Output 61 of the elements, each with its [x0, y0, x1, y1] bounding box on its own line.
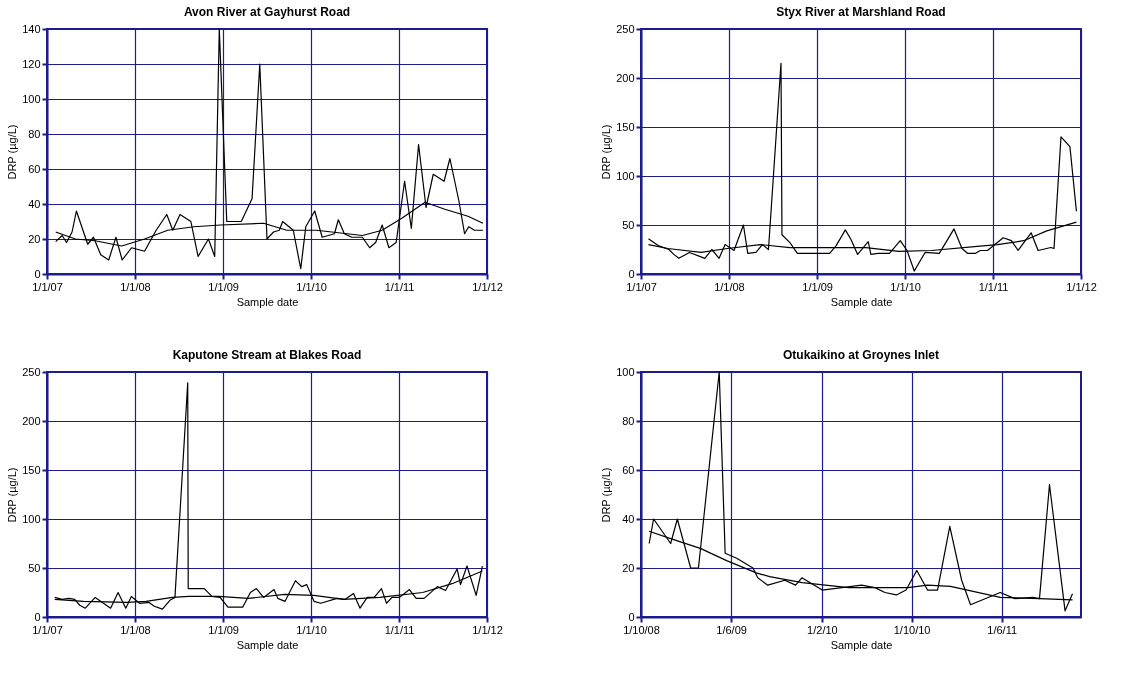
- y-tick-label: 0: [34, 610, 41, 623]
- x-tick-label: 1/1/08: [120, 280, 151, 293]
- x-tick-label: 1/1/11: [978, 280, 1009, 293]
- y-axis-title: DRP (µg/L): [6, 124, 19, 180]
- y-tick-label: 100: [22, 92, 41, 105]
- x-tick-label: 1/1/09: [802, 280, 833, 293]
- y-tick-label: 100: [22, 512, 41, 525]
- x-tick-label: 1/1/07: [32, 280, 63, 293]
- y-axis-title: DRP (µg/L): [6, 467, 19, 523]
- x-tick-label: 1/1/08: [120, 623, 151, 636]
- y-tick-label: 40: [28, 197, 41, 210]
- y-tick-label: 60: [28, 162, 41, 175]
- chart-title: Avon River at Gayhurst Road: [183, 5, 351, 19]
- x-tick-label: 1/1/10: [296, 623, 327, 636]
- x-tick-label: 1/6/09: [716, 623, 747, 636]
- y-tick-label: 0: [34, 267, 41, 280]
- x-axis-title: Sample date: [236, 295, 299, 308]
- x-tick-label: 1/10/08: [623, 623, 660, 636]
- y-tick-label: 150: [22, 463, 41, 476]
- x-tick-label: 1/1/09: [208, 623, 239, 636]
- x-tick-label: 1/1/12: [472, 623, 503, 636]
- y-axis-title: DRP (µg/L): [600, 124, 613, 180]
- x-tick-label: 1/1/09: [208, 280, 239, 293]
- y-tick-label: 50: [28, 561, 41, 574]
- y-tick-label: 140: [22, 22, 41, 35]
- y-tick-label: 80: [622, 414, 635, 427]
- y-tick-label: 20: [622, 561, 635, 574]
- x-tick-label: 1/1/07: [626, 280, 657, 293]
- x-tick-label: 1/1/07: [32, 623, 63, 636]
- y-tick-label: 0: [628, 267, 635, 280]
- y-tick-label: 120: [22, 57, 41, 70]
- x-tick-label: 1/1/08: [714, 280, 745, 293]
- y-tick-label: 40: [622, 512, 635, 525]
- x-tick-label: 1/1/11: [384, 623, 415, 636]
- chart-title: Kaputone Stream at Blakes Road: [172, 348, 362, 362]
- x-tick-label: 1/2/10: [807, 623, 838, 636]
- y-tick-label: 80: [28, 127, 41, 140]
- y-tick-label: 250: [616, 22, 635, 35]
- x-axis-title: Sample date: [830, 638, 893, 651]
- y-tick-label: 100: [616, 169, 635, 182]
- x-tick-label: 1/1/11: [384, 280, 415, 293]
- chart-title: Otukaikino at Groynes Inlet: [782, 348, 940, 362]
- y-tick-label: 50: [622, 218, 635, 231]
- y-tick-label: 0: [628, 610, 635, 623]
- y-axis-title: DRP (µg/L): [600, 467, 613, 523]
- x-axis-title: Sample date: [236, 638, 299, 651]
- y-tick-label: 100: [616, 365, 635, 378]
- x-axis-title: Sample date: [830, 295, 893, 308]
- x-tick-label: 1/1/12: [472, 280, 503, 293]
- y-tick-label: 150: [616, 120, 635, 133]
- x-tick-label: 1/1/12: [1066, 280, 1097, 293]
- y-tick-label: 20: [28, 232, 41, 245]
- y-tick-label: 250: [22, 365, 41, 378]
- x-tick-label: 1/6/11: [987, 623, 1018, 636]
- x-tick-label: 1/10/10: [893, 623, 931, 636]
- y-tick-label: 200: [616, 71, 635, 84]
- y-tick-label: 200: [22, 414, 41, 427]
- chart-title: Styx River at Marshland Road: [776, 5, 946, 19]
- x-tick-label: 1/1/10: [296, 280, 327, 293]
- x-tick-label: 1/1/10: [890, 280, 921, 293]
- y-tick-label: 60: [622, 463, 635, 476]
